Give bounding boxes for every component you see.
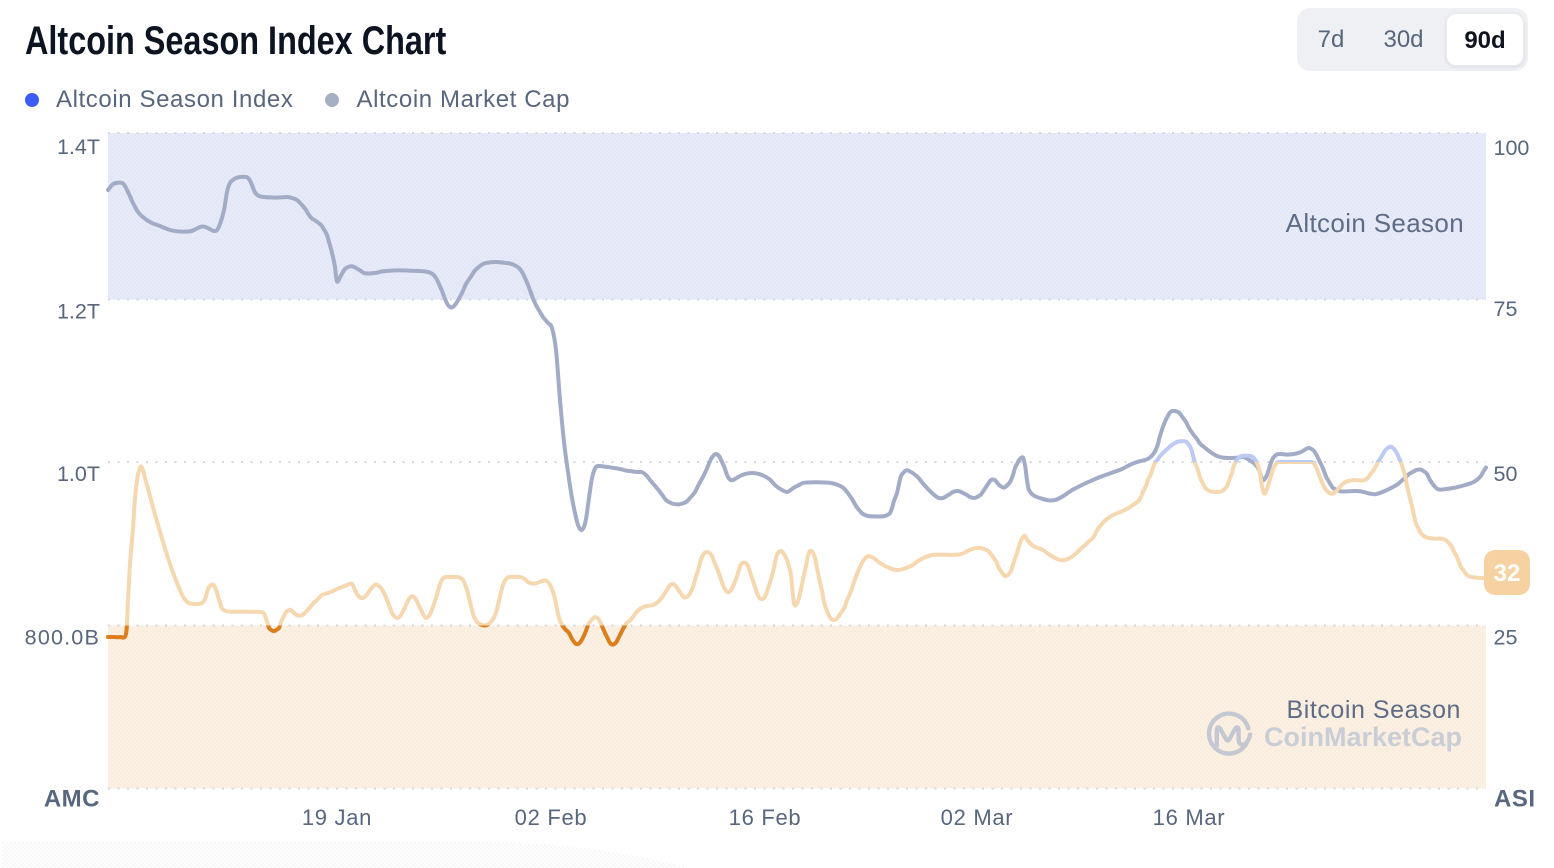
- svg-text:16 Mar: 16 Mar: [1153, 805, 1226, 830]
- svg-text:ASI: ASI: [1494, 786, 1536, 813]
- svg-text:1.4T: 1.4T: [57, 135, 100, 159]
- svg-text:Bitcoin Season: Bitcoin Season: [1287, 696, 1461, 724]
- svg-text:1.0T: 1.0T: [57, 462, 100, 486]
- svg-text:CoinMarketCap: CoinMarketCap: [1264, 722, 1462, 752]
- svg-text:02 Feb: 02 Feb: [515, 805, 588, 830]
- svg-text:AMC: AMC: [44, 786, 100, 813]
- svg-text:50: 50: [1494, 462, 1518, 486]
- svg-text:16 Feb: 16 Feb: [729, 805, 802, 830]
- svg-text:1.2T: 1.2T: [57, 300, 100, 324]
- svg-text:Altcoin Season: Altcoin Season: [1286, 208, 1464, 238]
- svg-text:25: 25: [1494, 626, 1518, 650]
- svg-text:19 Jan: 19 Jan: [302, 805, 372, 830]
- svg-text:32: 32: [1494, 560, 1521, 587]
- svg-text:800.0B: 800.0B: [25, 626, 100, 650]
- svg-text:02 Mar: 02 Mar: [941, 805, 1014, 830]
- svg-text:100: 100: [1494, 136, 1530, 160]
- svg-text:75: 75: [1494, 297, 1518, 321]
